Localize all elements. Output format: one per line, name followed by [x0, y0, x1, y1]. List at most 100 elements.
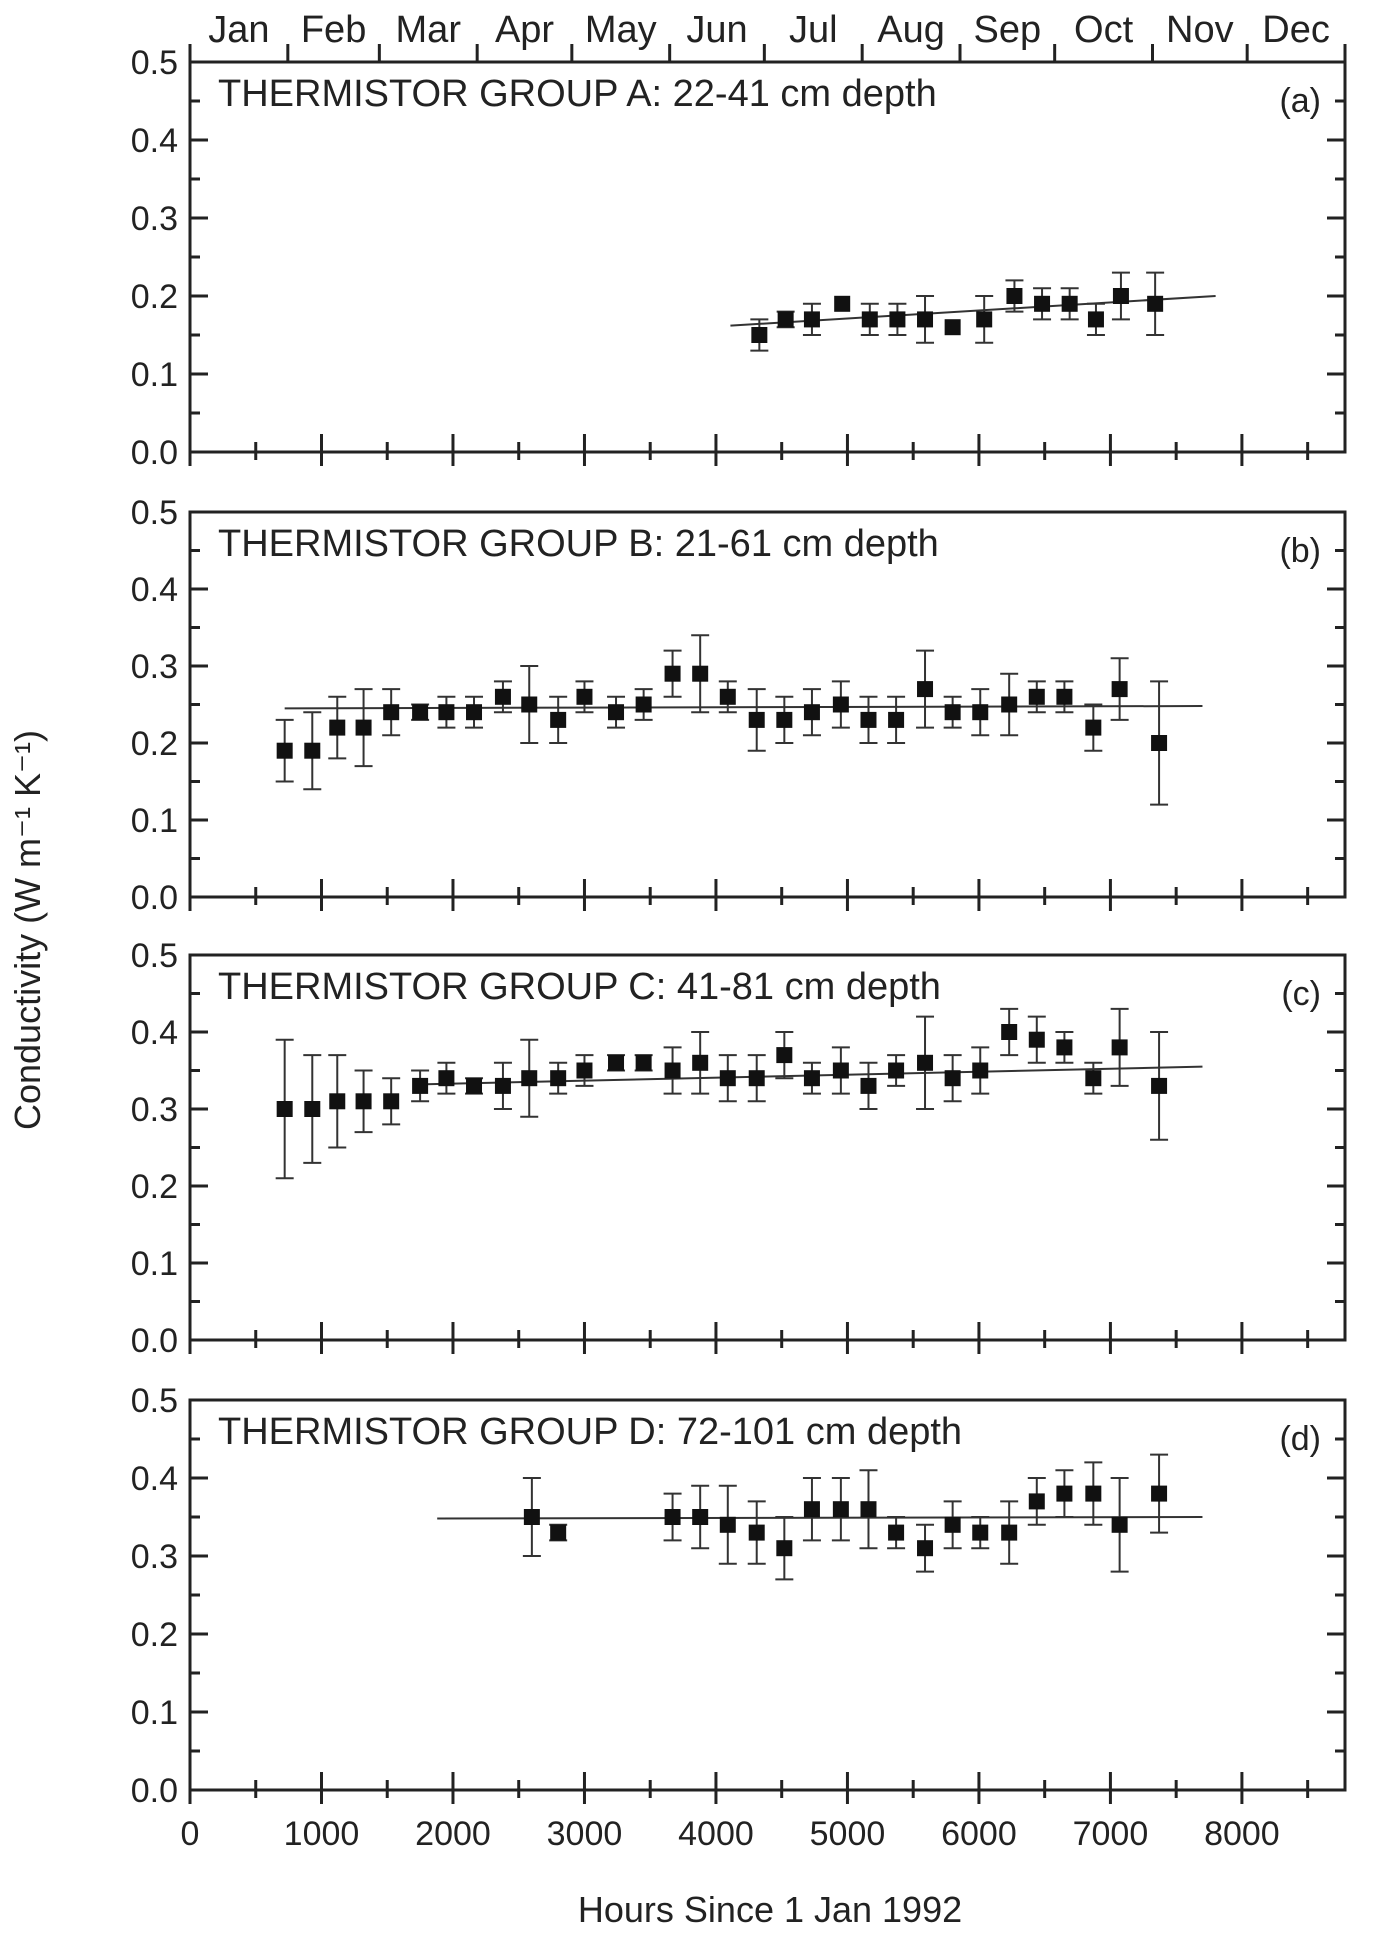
data-point — [719, 688, 736, 705]
data-point — [1056, 1039, 1073, 1056]
panel-tag: (b) — [1279, 532, 1321, 570]
x-tick-label: 5000 — [810, 1815, 886, 1853]
data-point — [1028, 688, 1045, 705]
data-point — [860, 1501, 877, 1518]
y-tick-label: 0.0 — [131, 879, 178, 917]
y-tick-label: 0.3 — [131, 648, 178, 686]
data-point — [832, 1062, 849, 1079]
data-point — [860, 1077, 877, 1094]
data-point — [944, 1070, 961, 1087]
month-label: May — [585, 9, 657, 51]
data-point — [304, 1101, 321, 1117]
data-point — [550, 711, 567, 728]
x-tick-label: 6000 — [941, 1815, 1017, 1853]
data-point — [304, 742, 321, 759]
panel-tag: (d) — [1279, 1420, 1321, 1458]
panel-title: THERMISTOR GROUP A: 22-41 cm depth — [218, 73, 937, 115]
data-point — [494, 1077, 511, 1094]
data-point — [521, 696, 538, 713]
data-point — [1056, 688, 1073, 705]
data-point — [860, 711, 877, 728]
data-point — [889, 311, 906, 328]
x-tick-label: 2000 — [415, 1815, 491, 1853]
plot-frame — [188, 953, 1347, 1342]
data-point — [523, 1509, 540, 1525]
x-tick-label: 7000 — [1073, 1815, 1149, 1853]
data-point — [1056, 1485, 1073, 1502]
data-point — [692, 1509, 709, 1525]
data-point — [329, 1093, 346, 1110]
x-tick-label: 8000 — [1204, 1815, 1280, 1853]
y-tick-label: 0.5 — [131, 1382, 178, 1420]
data-point — [1034, 295, 1051, 312]
data-point — [438, 704, 455, 721]
data-point — [917, 681, 934, 698]
data-point — [803, 1501, 820, 1518]
data-point — [466, 1077, 483, 1094]
panel-tag: (c) — [1281, 975, 1321, 1013]
data-point — [1111, 1039, 1128, 1056]
data-point — [972, 704, 989, 721]
fit-line — [437, 1516, 1203, 1520]
data-point — [944, 319, 961, 336]
data-point — [1112, 288, 1129, 304]
panels: 0.0 0.1 0.2 0.3 0.4 0.5 THERMISTOR GROUP A: 22… — [131, 44, 1347, 1810]
month-label: Apr — [495, 9, 554, 51]
data-point — [692, 665, 709, 682]
data-point — [383, 704, 400, 721]
data-point — [888, 711, 905, 728]
data-point — [276, 1101, 293, 1117]
fit-line — [284, 705, 1203, 710]
month-label: Jan — [208, 9, 269, 51]
data-point — [550, 1070, 567, 1087]
month-label: Feb — [301, 9, 366, 51]
x-tick-label: 4000 — [678, 1815, 754, 1853]
y-tick-label: 0.2 — [131, 1168, 178, 1206]
data-point — [861, 311, 878, 328]
x-tick-label: 0 — [181, 1815, 200, 1853]
y-tick-label: 0.2 — [131, 725, 178, 763]
y-tick-label: 0.4 — [131, 571, 178, 609]
y-tick-label: 0.3 — [131, 1091, 178, 1129]
data-point — [1085, 1070, 1102, 1087]
data-point — [776, 711, 793, 728]
panel-tag: (a) — [1279, 82, 1321, 120]
data-point — [276, 742, 293, 759]
data-point — [888, 1524, 905, 1541]
data-point — [1111, 681, 1128, 698]
data-point — [664, 1509, 681, 1525]
data-point — [1111, 1516, 1128, 1533]
data-point — [1061, 295, 1078, 312]
panel-c: 0.0 0.1 0.2 0.3 0.4 0.5 THERMISTOR GROUP C: 41… — [131, 937, 1347, 1360]
data-point — [803, 704, 820, 721]
data-point — [888, 1062, 905, 1079]
data-point — [751, 327, 768, 343]
data-point — [1151, 1485, 1168, 1502]
top-month-axis: Jan Feb Mar Apr May Jun Jul Aug Sep Oct Nov Dec — [188, 9, 1347, 64]
data-point — [635, 1054, 652, 1071]
data-point — [1001, 1024, 1018, 1040]
data-point — [664, 1062, 681, 1079]
data-point — [664, 665, 681, 682]
x-tick-label: 3000 — [547, 1815, 623, 1853]
data-point — [776, 1540, 793, 1557]
data-point — [917, 311, 934, 328]
y-tick-label: 0.0 — [131, 1322, 178, 1360]
month-label: Sep — [974, 9, 1042, 51]
panel-title: THERMISTOR GROUP D: 72-101 cm depth — [218, 1411, 962, 1453]
data-point — [748, 1524, 765, 1541]
data-point — [1006, 288, 1023, 304]
data-point — [719, 1070, 736, 1087]
data-point — [976, 311, 993, 328]
y-tick-label: 0.0 — [131, 434, 178, 472]
bottom-x-axis: 0 1000 2000 3000 4000 5000 6000 7000 8000 — [181, 1815, 1280, 1853]
data-point — [608, 704, 625, 721]
y-tick-label: 0.1 — [131, 1245, 178, 1283]
data-point — [944, 1516, 961, 1533]
data-point — [917, 1054, 934, 1071]
month-label: Jun — [686, 9, 747, 51]
data-point — [438, 1070, 455, 1087]
data-point — [834, 295, 851, 312]
data-point — [635, 696, 652, 713]
y-tick-label: 0.0 — [131, 1772, 178, 1810]
